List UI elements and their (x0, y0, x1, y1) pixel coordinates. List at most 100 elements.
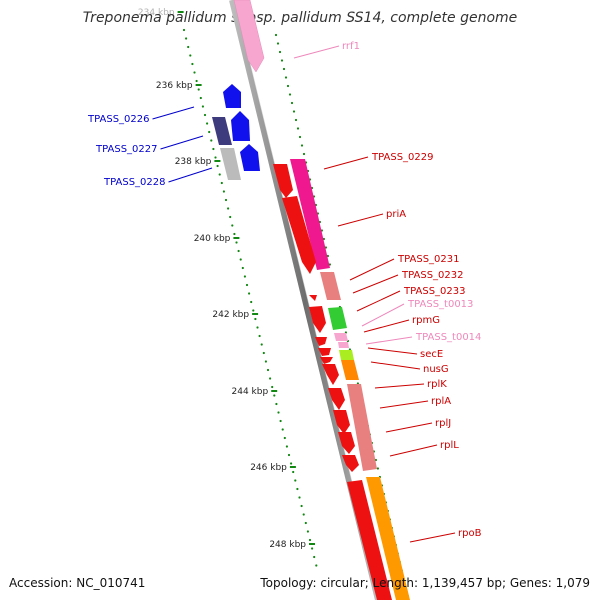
gene-label-rplA[interactable]: rplA (431, 396, 451, 407)
leader-line (337, 213, 384, 227)
gene-rpmG[interactable] (315, 337, 327, 346)
gene-rrf1[interactable] (233, 0, 265, 73)
track-dot (193, 71, 196, 74)
gene-label-TPASS_0232[interactable]: TPASS_0232 (401, 270, 463, 281)
track-dot (245, 283, 249, 287)
track-dot (237, 249, 240, 253)
leader-line (367, 347, 418, 355)
gene-label-priA[interactable]: priA (386, 209, 406, 220)
gene-label-TPASS_t0013[interactable]: TPASS_t0013 (407, 299, 473, 310)
gene-rplA[interactable] (347, 384, 377, 471)
track-dot (264, 360, 267, 363)
gene-secE[interactable] (318, 348, 331, 356)
gene-TPASS_0229-b[interactable] (273, 164, 293, 198)
gene-TPASS_0226-a[interactable] (223, 84, 241, 108)
leader-line (389, 444, 438, 457)
track-dot (227, 207, 230, 210)
leader-line (363, 319, 410, 333)
gene-TPASS_0232-b[interactable] (309, 295, 317, 301)
track-dot (266, 368, 270, 372)
scale-tick-label: 242 kbp (212, 310, 249, 320)
scale-tick-label: 236 kbp (156, 81, 193, 91)
track-dot (222, 190, 225, 193)
gene-TPASS_0228-b[interactable] (240, 144, 260, 171)
gene-nusG-red[interactable] (322, 364, 339, 385)
track-dot (210, 139, 213, 142)
track-dot (229, 215, 232, 219)
gene-rplJ[interactable] (338, 432, 355, 454)
track-dot (241, 266, 244, 270)
track-dot (256, 326, 259, 329)
gene-TPASS_t0013[interactable] (334, 333, 348, 341)
leader-line (409, 532, 456, 543)
leader-line (385, 422, 433, 433)
gene-label-rpoB[interactable]: rpoB (458, 528, 482, 539)
track-dot (277, 411, 280, 414)
gene-label-rrf1[interactable]: rrf1 (342, 41, 360, 52)
scale-tick-label: 246 kbp (250, 463, 287, 473)
track-dot (185, 37, 188, 40)
gene-label-TPASS_0226[interactable]: TPASS_0226 (87, 114, 149, 125)
gene-label-TPASS_0233[interactable]: TPASS_0233 (403, 286, 465, 297)
gene-TPASS_0229[interactable] (290, 159, 330, 270)
genome-title: Treponema pallidum subsp. pallidum SS14,… (83, 10, 518, 26)
gene-label-TPASS_0227[interactable]: TPASS_0227 (95, 144, 157, 155)
gene-secE-b[interactable] (320, 357, 333, 364)
leader-line (349, 258, 395, 281)
gene-TPASS_0226[interactable] (231, 111, 250, 141)
track-dot (300, 504, 303, 508)
gene-label-TPASS_0231[interactable]: TPASS_0231 (397, 254, 459, 265)
scale-tick-label: 240 kbp (194, 234, 231, 244)
gene-label-rpmG[interactable]: rpmG (412, 315, 440, 326)
scale-tick-label: 248 kbp (269, 540, 306, 550)
track-dot (296, 127, 300, 130)
gene-features (212, 0, 410, 600)
gene-TPASS_0231[interactable] (320, 272, 341, 300)
gene-label-rplJ[interactable]: rplJ (435, 418, 451, 429)
leader-line (168, 167, 213, 183)
gene-rplL[interactable] (342, 455, 359, 472)
gene-rplK-red[interactable] (328, 388, 345, 410)
gene-rpoB-red[interactable] (347, 480, 392, 600)
gene-rplK[interactable] (341, 360, 359, 380)
leader-line (361, 303, 405, 327)
track-dot (203, 113, 207, 117)
gene-label-rplL[interactable]: rplL (440, 440, 459, 451)
track-dot (302, 513, 305, 516)
gene-label-TPASS_0229[interactable]: TPASS_0229 (371, 152, 433, 163)
gene-label-TPASS_0228[interactable]: TPASS_0228 (103, 177, 165, 188)
track-dot (275, 402, 278, 406)
track-dot (281, 428, 284, 431)
gene-TPASS_0227[interactable] (212, 117, 232, 145)
leader-line (323, 156, 369, 170)
track-dot (328, 263, 331, 266)
gene-label-lines (152, 45, 456, 543)
track-dot (254, 317, 257, 321)
gene-label-secE[interactable]: secE (420, 349, 443, 360)
track-dot (206, 122, 209, 125)
track-dot (286, 84, 290, 88)
track-dot (287, 453, 291, 457)
gene-TPASS_0232[interactable] (309, 306, 326, 333)
gene-TPASS_t0014[interactable] (338, 342, 349, 348)
gene-priA[interactable] (282, 196, 316, 274)
gene-TPASS_0228[interactable] (220, 148, 241, 180)
gene-rpoB[interactable] (366, 477, 410, 600)
track-dot (187, 45, 190, 49)
gene-label-nusG[interactable]: nusG (423, 364, 449, 375)
gene-label-rplK[interactable]: rplK (427, 379, 447, 390)
track-dot (243, 275, 246, 278)
track-dot (273, 394, 276, 397)
topology-text: Topology: circular; Length: 1,139,457 bp… (259, 576, 590, 590)
gene-nusG[interactable] (339, 350, 354, 360)
track-dot (233, 232, 236, 236)
gene-TPASS_0233[interactable] (328, 307, 347, 330)
track-dot (300, 144, 304, 147)
track-dot (276, 42, 280, 45)
gene-label-TPASS_t0014[interactable]: TPASS_t0014 (415, 332, 481, 343)
track-dot (260, 343, 263, 346)
track-dot (235, 241, 238, 244)
gene-rplA-red[interactable] (333, 410, 350, 434)
track-dot (218, 173, 221, 176)
